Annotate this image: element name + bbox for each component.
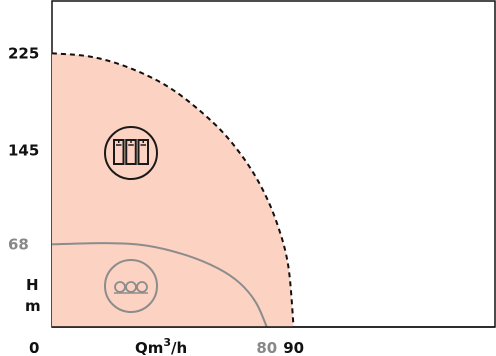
y-axis-label-m: m (25, 297, 41, 315)
y-tick-label-145: 145 (8, 142, 39, 160)
y-tick-labels: 68 145 225 (8, 44, 39, 253)
y-axis-label-h: H (26, 276, 39, 294)
x-tick-label-80: 80 (256, 339, 277, 356)
x-axis-label-superscript: 3 (163, 336, 171, 349)
x-axis-label-suffix: /h (171, 339, 187, 356)
y-tick-label-225: 225 (8, 44, 39, 62)
multistage-range-area (52, 53, 294, 328)
multistage-pump-icon (104, 126, 158, 180)
x-axis-label-prefix: Qm (135, 339, 163, 356)
origin-label: 0 (29, 339, 39, 356)
y-tick-label-68: 68 (8, 235, 29, 253)
x-tick-labels: 80 90 (256, 339, 304, 356)
multistage-range-curve (51, 52, 295, 328)
impeller-pump-icon (104, 259, 158, 313)
x-axis-label: Qm3/h (135, 336, 187, 356)
x-tick-label-90: 90 (283, 339, 304, 356)
single-impeller-range-curve (51, 242, 268, 328)
